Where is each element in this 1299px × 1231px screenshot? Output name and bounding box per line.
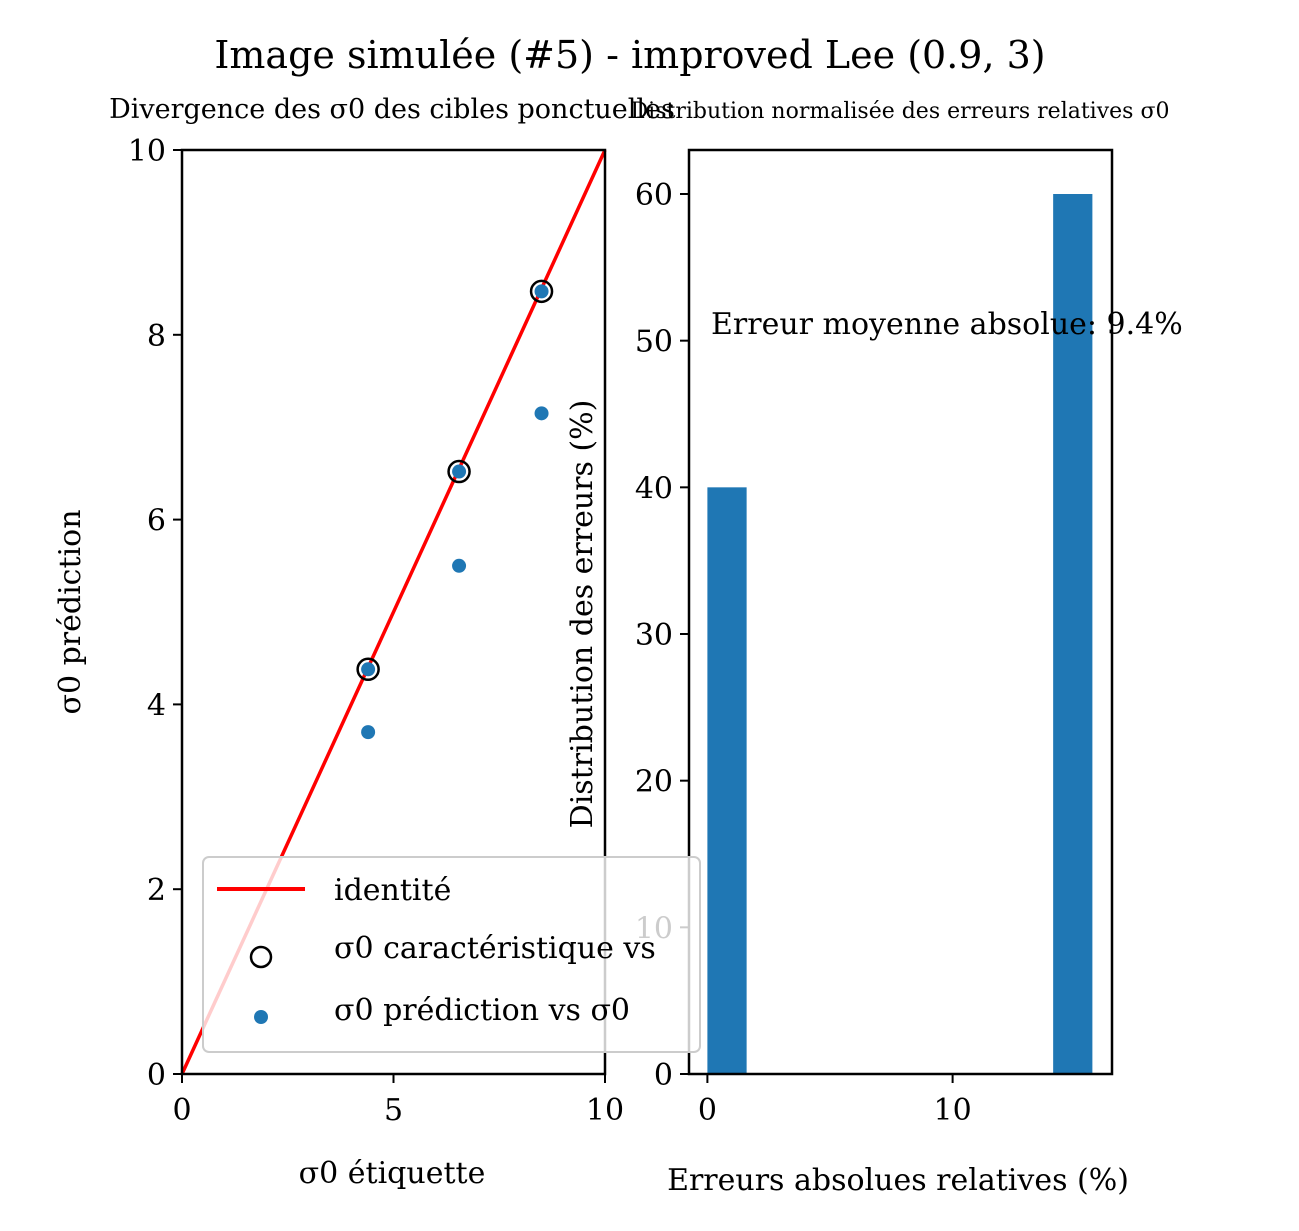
histogram-y-tick-label: 0 — [654, 1058, 673, 1093]
histogram-y-tick-label: 40 — [635, 471, 673, 506]
scatter-legend: identité σ0 caractéristique vs σ0 prédic… — [202, 856, 701, 1053]
histogram-y-tick-label: 30 — [635, 618, 673, 653]
scatter-x-axis-label: σ0 étiquette — [299, 1156, 486, 1191]
characteristic-point-fill — [452, 464, 467, 479]
scatter-x-tick-label: 10 — [586, 1093, 624, 1128]
histogram-axes-frame — [687, 148, 1114, 1076]
histogram-y-tick-label: 50 — [635, 325, 673, 360]
scatter-y-tick-label: 4 — [147, 688, 166, 723]
histogram-x-tick-label: 0 — [698, 1093, 717, 1128]
legend-prediction-swatch — [254, 1010, 268, 1024]
scatter-panel: Divergence des σ0 des cibles ponctuelles… — [53, 94, 675, 1191]
scatter-x-tick-label: 5 — [384, 1093, 403, 1128]
histogram-y-tick-label: 20 — [635, 765, 673, 800]
legend-identity-label: identité — [334, 873, 451, 908]
scatter-x-tick-label: 0 — [172, 1093, 191, 1128]
histogram-y-tick-label: 60 — [635, 178, 673, 213]
scatter-y-axis-label: σ0 prédiction — [53, 509, 88, 714]
scatter-y-ticks: 0 2 4 6 8 10 — [128, 134, 182, 1093]
legend-prediction-label: σ0 prédiction vs σ0 — [334, 993, 630, 1028]
characteristic-point-fill — [361, 662, 376, 677]
scatter-y-tick-label: 0 — [147, 1058, 166, 1093]
mean-error-annotation: Erreur moyenne absolue: 9.4% — [711, 307, 1183, 342]
scatter-x-ticks: 0 5 10 — [172, 1074, 624, 1128]
legend-frame — [202, 856, 701, 1053]
characteristic-point — [447, 459, 471, 484]
prediction-point — [452, 558, 467, 573]
scatter-y-tick-label: 6 — [147, 504, 166, 539]
characteristic-point-fill — [534, 284, 549, 299]
histogram-x-axis-label: Erreurs absolues relatives (%) — [667, 1163, 1129, 1198]
legend-characteristic-swatch — [249, 945, 273, 969]
histogram-x-tick-label: 10 — [934, 1093, 972, 1128]
histogram-bar — [707, 487, 747, 1074]
characteristic-point — [356, 657, 380, 682]
prediction-point — [361, 725, 376, 740]
prediction-point — [534, 406, 549, 421]
characteristic-point — [529, 279, 554, 304]
legend-characteristic-label: σ0 caractéristique vs — [334, 931, 656, 966]
histogram-y-axis-label: Distribution des erreurs (%) — [565, 400, 600, 829]
histogram-x-ticks: 0 10 — [698, 1074, 972, 1128]
figure-title: Image simulée (#5) - improved Lee (0.9, … — [214, 33, 1045, 77]
histogram-title: Distribution normalisée des erreurs rela… — [631, 99, 1170, 124]
histogram-plot-area — [707, 194, 1093, 1074]
scatter-y-tick-label: 2 — [147, 873, 166, 908]
scatter-y-tick-label: 8 — [147, 319, 166, 354]
histogram-bar — [1053, 194, 1093, 1074]
scatter-title: Divergence des σ0 des cibles ponctuelles — [109, 94, 675, 125]
scatter-y-tick-label: 10 — [128, 134, 166, 169]
